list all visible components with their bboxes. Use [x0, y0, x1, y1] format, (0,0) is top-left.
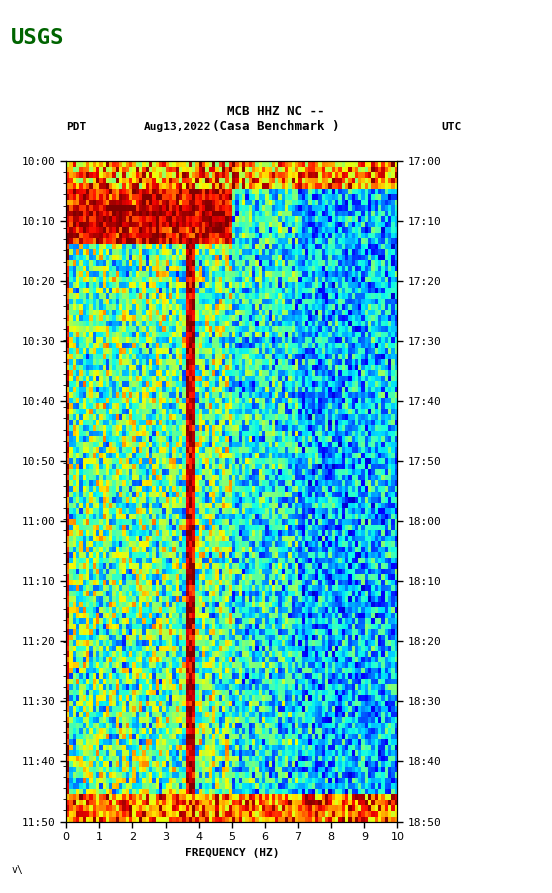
Text: USGS: USGS [11, 28, 65, 47]
X-axis label: FREQUENCY (HZ): FREQUENCY (HZ) [184, 847, 279, 857]
Text: UTC: UTC [442, 121, 462, 132]
Text: PDT: PDT [66, 121, 87, 132]
Text: v\: v\ [11, 865, 23, 875]
Text: Aug13,2022: Aug13,2022 [144, 121, 211, 132]
Text: (Casa Benchmark ): (Casa Benchmark ) [213, 121, 339, 133]
Text: MCB HHZ NC --: MCB HHZ NC -- [227, 105, 325, 118]
